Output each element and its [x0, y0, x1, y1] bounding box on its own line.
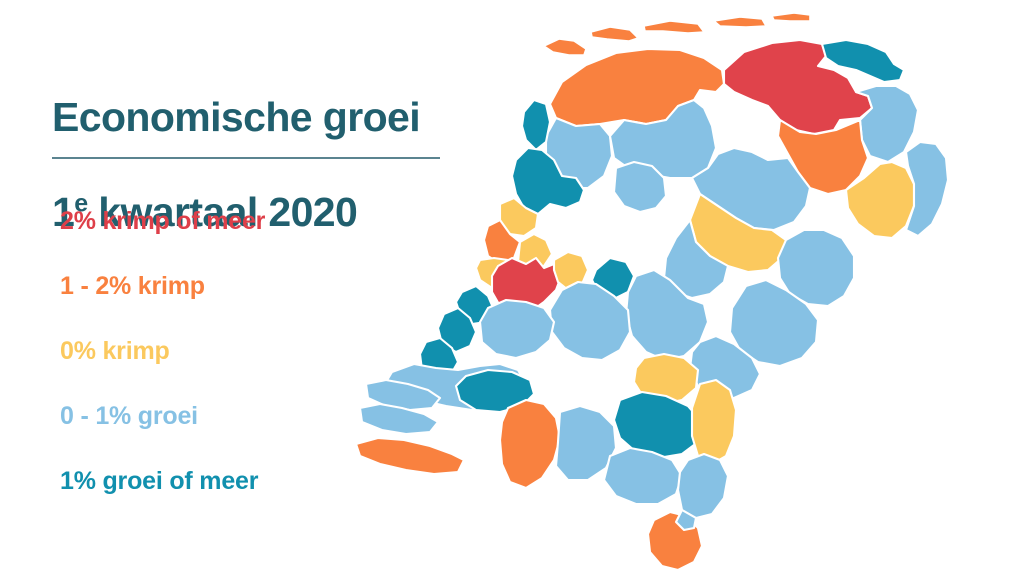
map-region-kop-van-noord-holland[interactable] — [510, 146, 586, 216]
map-region-agglomeratie-den-haag[interactable] — [436, 306, 478, 354]
page-title: Economische groei 1e kwartaal 2020 — [52, 46, 452, 284]
legend-panel: Economische groei 1e kwartaal 2020 2% kr… — [0, 0, 470, 576]
map-region-noordoost-noord-brabant[interactable] — [612, 390, 704, 460]
map-region-delfzijl-oost-groningen[interactable] — [820, 38, 906, 84]
page-title-quarter-number: 1 — [52, 188, 75, 235]
map-region-zuidoost-groningen[interactable] — [776, 118, 870, 196]
map-region-texel-noordholland[interactable] — [520, 98, 552, 152]
map-panel — [348, 8, 1024, 576]
map-region-west-noord-brabant[interactable] — [498, 398, 562, 490]
page-title-ordinal-suffix: e — [74, 188, 88, 217]
map-region-texel-island[interactable] — [543, 38, 587, 56]
page-title-line-2: 1e kwartaal 2020 — [52, 189, 452, 237]
legend-item-red[interactable]: 2% krimp of meer — [60, 207, 266, 235]
title-divider — [52, 157, 440, 159]
page-title-line-1: Economische groei — [52, 93, 421, 140]
map-region-schiermonnikoog[interactable] — [771, 12, 811, 22]
map-region-twente[interactable] — [776, 228, 856, 308]
legend-item-lightblue[interactable]: 0 - 1% groei — [60, 402, 198, 430]
map-region-zuidwest-overijssel[interactable] — [662, 218, 730, 300]
map-region-oost-zuid-holland[interactable] — [478, 298, 556, 360]
map-region-terschelling[interactable] — [643, 20, 705, 34]
map-region-zuidoost-noord-brabant[interactable] — [602, 446, 684, 506]
legend-list: 2% krimp of meer 1 - 2% krimp 0% krimp 0… — [60, 206, 460, 531]
legend-item-orange[interactable]: 1 - 2% krimp — [60, 272, 205, 300]
netherlands-choropleth-map[interactable] — [348, 8, 1024, 576]
map-region-overig-groningen-oost[interactable] — [854, 84, 920, 164]
map-region-limburg-connector[interactable] — [674, 508, 698, 532]
legend-item-yellow[interactable]: 0% krimp — [60, 337, 170, 365]
legend-item-teal[interactable]: 1% groei of meer — [60, 467, 259, 495]
map-region-walcheren-zuid-beveland[interactable] — [358, 402, 440, 436]
map-region-zeeuwsch-vlaanderen[interactable] — [354, 436, 466, 476]
map-region-midden-limburg[interactable] — [676, 452, 730, 520]
map-region-ameland[interactable] — [713, 16, 767, 28]
map-region-vlieland[interactable] — [590, 26, 639, 42]
map-region-zuidoost-drenthe[interactable] — [904, 140, 950, 238]
page-title-quarter-rest: kwartaal 2020 — [87, 188, 358, 235]
map-region-noord-limburg[interactable] — [690, 378, 738, 466]
map-region-achterhoek[interactable] — [728, 278, 820, 368]
map-region-zuidwest-gelderland[interactable] — [632, 352, 700, 406]
map-region-noord-friesland[interactable] — [548, 47, 726, 128]
map-region-flevoland-noord[interactable] — [612, 160, 668, 214]
map-region-schouwen-duiveland[interactable] — [364, 378, 442, 412]
map-region-group-waddeneilanden — [543, 12, 811, 56]
